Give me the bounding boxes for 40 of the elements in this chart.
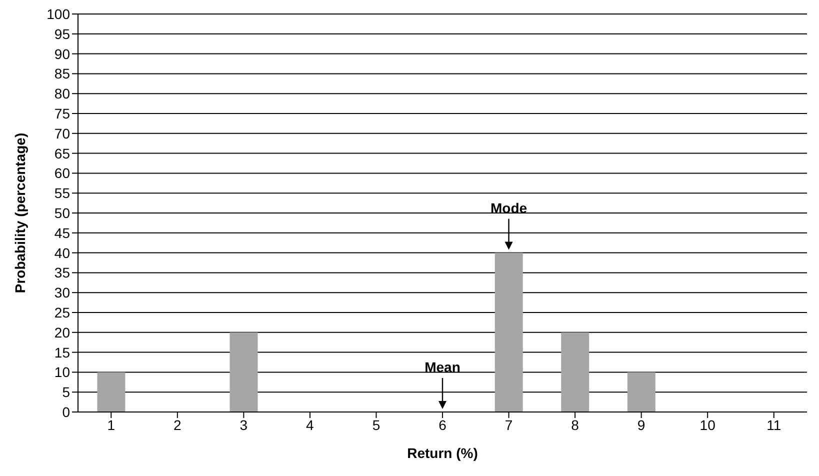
- y-tick-label: 50: [54, 204, 70, 221]
- y-tick-label: 20: [54, 324, 70, 340]
- x-tick-label: 3: [240, 416, 248, 433]
- y-tick-label: 85: [54, 66, 70, 82]
- y-tick-label: 45: [54, 224, 70, 241]
- x-tick-label: 8: [571, 416, 580, 433]
- y-tick-label: 70: [54, 125, 70, 142]
- x-tick-label: 7: [504, 416, 513, 433]
- y-tick-label: 15: [54, 344, 70, 360]
- y-tick-label: 100: [46, 6, 70, 22]
- y-tick-label: 60: [54, 165, 70, 182]
- y-tick-label: 80: [54, 86, 70, 102]
- y-tick-label: 35: [54, 264, 70, 281]
- y-tick-label: 90: [54, 46, 70, 62]
- y-tick-label: 95: [54, 26, 70, 42]
- y-axis-title: Probability (percentage): [12, 132, 28, 294]
- annotation: Mean: [424, 359, 460, 375]
- x-tick-label: 5: [372, 416, 380, 433]
- y-tick-label: 25: [54, 304, 70, 320]
- y-tick-label: 30: [54, 284, 70, 301]
- y-tick-label: 10: [54, 364, 70, 380]
- x-tick-label: 9: [637, 416, 646, 433]
- y-tick-label: 0: [62, 404, 70, 420]
- bar: [561, 332, 590, 412]
- bar: [230, 332, 258, 412]
- bar: [97, 372, 126, 412]
- bar: [627, 372, 656, 412]
- y-tick-label: 55: [54, 185, 70, 202]
- x-tick-label: 4: [306, 416, 314, 433]
- bar: [494, 252, 523, 412]
- x-tick-label: 6: [438, 416, 447, 433]
- x-tick-label: 11: [766, 416, 782, 433]
- x-tick-label: 2: [174, 416, 182, 433]
- x-tick-label: 1: [107, 416, 116, 433]
- y-tick-label: 75: [54, 105, 70, 122]
- x-axis-title: Return (%): [407, 445, 478, 461]
- x-tick-label: 10: [700, 416, 716, 433]
- y-tick-label: 5: [62, 384, 70, 400]
- y-tick-label: 40: [54, 244, 70, 261]
- y-tick-label: 65: [54, 145, 70, 162]
